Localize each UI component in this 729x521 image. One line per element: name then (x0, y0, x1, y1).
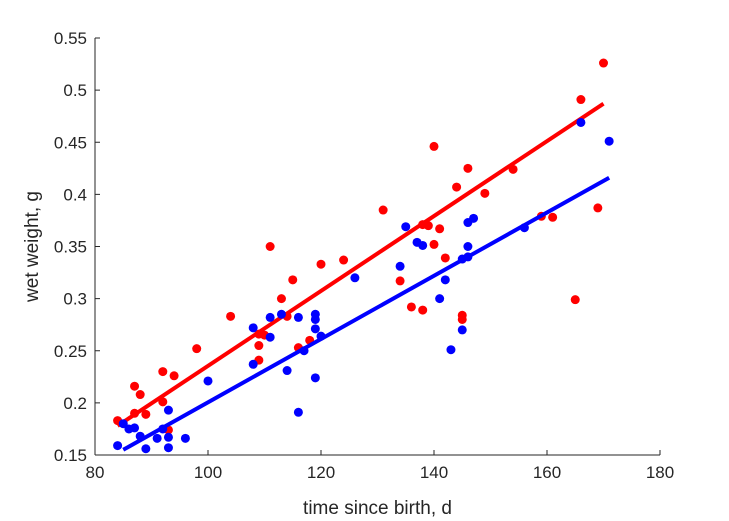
data-point (429, 239, 439, 249)
y-tick-label: 0.55 (54, 29, 87, 48)
data-point (508, 164, 518, 174)
data-point (395, 261, 405, 271)
y-tick-label: 0.15 (54, 446, 87, 465)
data-point (276, 309, 286, 319)
data-point (163, 443, 173, 453)
data-point (265, 312, 275, 322)
data-point (418, 240, 428, 250)
data-point (570, 295, 580, 305)
y-tick-label: 0.3 (63, 290, 87, 309)
data-point (248, 323, 258, 333)
y-tick-label: 0.25 (54, 342, 87, 361)
data-point (310, 314, 320, 324)
data-point (310, 324, 320, 334)
data-point (265, 332, 275, 342)
data-point (192, 344, 202, 354)
data-point (457, 325, 467, 335)
data-point (130, 408, 140, 418)
data-point (429, 141, 439, 151)
data-point (299, 346, 309, 356)
data-point (158, 367, 168, 377)
data-point (463, 252, 473, 262)
data-point (118, 419, 128, 429)
data-point (135, 431, 145, 441)
axes: 80 100 120 140 160 180 0.15 0.2 0.25 0.3 0.35 0.4 0.… (54, 29, 674, 482)
data-point (158, 424, 168, 434)
data-point (440, 275, 450, 285)
x-tick-label: 120 (307, 463, 335, 482)
data-point (435, 294, 445, 304)
data-point (548, 212, 558, 222)
data-point (293, 312, 303, 322)
data-point (203, 376, 213, 386)
data-point (576, 95, 586, 105)
y-tick-label: 0.45 (54, 133, 87, 152)
data-point (423, 221, 433, 231)
data-point (378, 205, 388, 215)
data-point (463, 242, 473, 251)
data-point (141, 409, 151, 419)
data-point (452, 182, 462, 192)
data-point (480, 188, 490, 198)
data-point (339, 255, 349, 265)
data-point (418, 305, 428, 315)
x-tick-label: 100 (194, 463, 222, 482)
data-point (350, 273, 360, 283)
data-point (457, 314, 467, 324)
data-point (265, 242, 275, 251)
x-axis-label: time since birth, d (303, 498, 452, 519)
data-point (130, 381, 140, 391)
data-point (316, 259, 326, 269)
data-point (395, 276, 405, 286)
x-tick-label: 160 (533, 463, 561, 482)
data-point (593, 203, 603, 213)
x-tick-label: 80 (86, 463, 105, 482)
data-point (282, 366, 292, 376)
data-point (406, 302, 416, 312)
data-point (288, 275, 298, 285)
x-tick-label: 140 (420, 463, 448, 482)
data-point (576, 117, 586, 127)
data-point (440, 253, 450, 263)
data-point (163, 432, 173, 442)
series-red (113, 58, 608, 435)
data-point (446, 345, 456, 355)
data-point (293, 407, 303, 417)
data-point (401, 222, 411, 232)
fit-line (116, 102, 605, 428)
data-point (248, 359, 258, 369)
y-tick-label: 0.4 (63, 185, 87, 204)
data-point (599, 58, 608, 68)
data-point (276, 294, 286, 304)
data-point (463, 163, 473, 173)
fit-line (122, 175, 611, 452)
data-point (254, 341, 264, 351)
data-point (158, 397, 168, 407)
y-tick-label: 0.5 (63, 81, 87, 100)
y-tick-label: 0.35 (54, 238, 87, 257)
x-tick-label: 180 (646, 463, 674, 482)
data-point (226, 311, 236, 321)
data-point (152, 433, 162, 443)
data-point (604, 136, 614, 146)
data-point (310, 373, 320, 383)
data-point (163, 405, 173, 415)
data-point (316, 331, 326, 341)
y-axis-label: wet weight, g (22, 191, 43, 303)
plot-area (113, 58, 614, 454)
data-point (180, 433, 190, 443)
data-point (113, 441, 123, 451)
data-point (130, 423, 140, 433)
y-tick-label: 0.2 (63, 394, 87, 413)
data-point (141, 444, 151, 454)
data-point (169, 371, 179, 381)
data-point (135, 390, 145, 400)
data-point (469, 213, 479, 223)
data-point (519, 223, 529, 233)
data-point (435, 224, 445, 234)
series-blue (113, 117, 614, 454)
